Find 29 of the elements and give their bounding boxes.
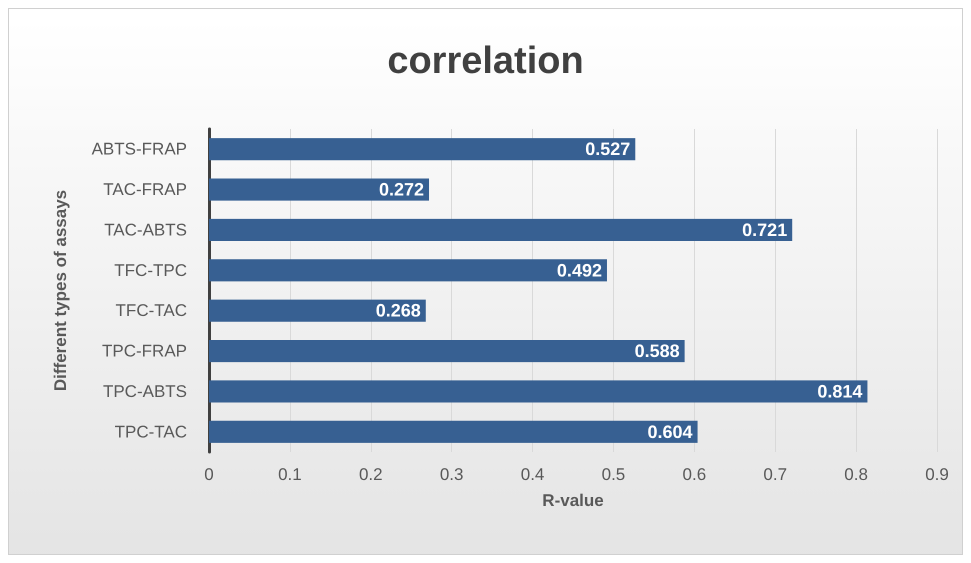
x-tick-label: 0.1 [278, 465, 302, 484]
y-tick-label: TPC-ABTS [102, 382, 187, 401]
data-label: 0.272 [378, 180, 424, 200]
y-tick-label: TAC-FRAP [103, 180, 187, 200]
x-tick-label: 0 [204, 465, 214, 484]
data-label: 0.604 [648, 422, 693, 442]
y-tick-label: TPC-FRAP [102, 342, 187, 361]
x-tick-label: 0.9 [925, 465, 949, 484]
x-axis-title: R-value [542, 491, 604, 510]
y-tick-label: TFC-TAC [116, 301, 187, 320]
x-tick-label: 0.6 [682, 465, 706, 484]
x-tick-label: 0.2 [358, 465, 383, 484]
x-tick-label: 0.5 [602, 465, 626, 484]
data-label: 0.527 [585, 139, 630, 160]
x-tick-label: 0.8 [844, 465, 868, 484]
data-label: 0.492 [556, 260, 602, 280]
x-tick-label: 0.3 [440, 465, 464, 484]
data-label: 0.588 [634, 341, 680, 362]
y-tick-label: ABTS-FRAP [92, 140, 187, 159]
data-label: 0.268 [376, 300, 421, 321]
y-tick-label: TFC-TPC [114, 260, 187, 280]
data-label: 0.721 [742, 220, 788, 240]
y-axis-title: Different types of assays [51, 190, 70, 392]
data-label: 0.814 [817, 381, 862, 402]
y-tick-label: TAC-ABTS [104, 220, 187, 240]
chart-title: correlation [387, 40, 584, 82]
x-tick-label: 0.7 [763, 465, 788, 484]
y-tick-label: TPC-TAC [114, 422, 187, 442]
x-tick-label: 0.4 [520, 465, 544, 484]
